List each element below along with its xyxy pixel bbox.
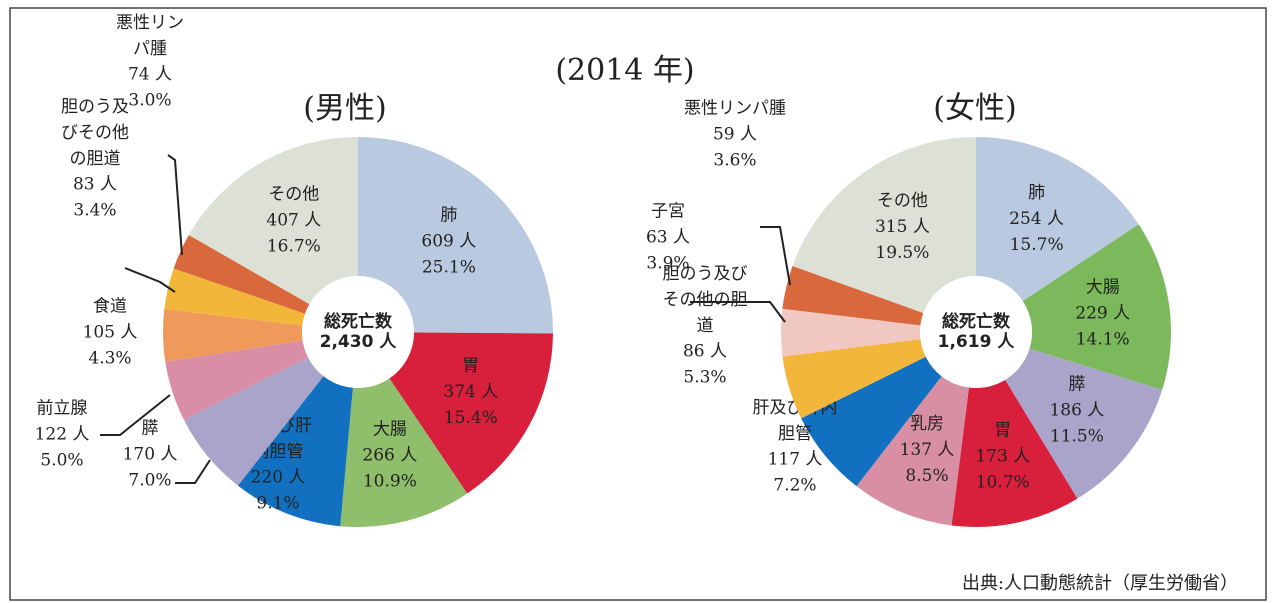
slice-label: 悪性リンパ腫 [684, 99, 786, 119]
count-label: 266 人 [362, 445, 417, 465]
slice [389, 332, 553, 494]
donut-hole [920, 276, 1032, 388]
count-label: 254 人 [1009, 209, 1064, 229]
value-label: 16.7% [267, 237, 321, 257]
center-label: 総死亡数 [324, 311, 393, 332]
slice [188, 137, 358, 305]
slice [801, 356, 942, 487]
count-label: 315 人 [875, 217, 930, 237]
slice [237, 376, 353, 527]
value-label: 11.5% [1050, 426, 1104, 446]
donut-hole [302, 276, 414, 388]
slice-label: 大腸 [1086, 277, 1120, 297]
slice [792, 137, 976, 314]
count-label: 170 人 [123, 445, 178, 465]
slice [163, 309, 303, 362]
slice [976, 137, 1139, 302]
leader-line [100, 394, 171, 436]
slice-label: 膵 [142, 419, 159, 439]
count-label: 86 人 [683, 342, 727, 362]
count-label: 105 人 [83, 323, 138, 343]
value-label: 3.9% [646, 254, 689, 274]
total-label: 1,619 人 [938, 332, 1016, 352]
value-label: 7.2% [773, 476, 816, 496]
value-label: 15.4% [444, 408, 498, 428]
source: 出典:人口動態統計（厚生労働省） [962, 573, 1238, 594]
chart-title: (女性) [933, 91, 1016, 126]
value-label: 19.5% [875, 243, 929, 263]
leader-line [175, 459, 211, 484]
count-label: 59 人 [713, 125, 757, 145]
total-label: 2,430 人 [320, 332, 398, 352]
count-label: 609 人 [421, 231, 476, 251]
slice-label: 前立腺 [37, 399, 88, 419]
count-label: 374 人 [443, 382, 498, 402]
count-label: 117 人 [768, 450, 823, 470]
count-label: 122 人 [35, 425, 90, 445]
count-label: 74 人 [128, 65, 172, 85]
frame [9, 7, 1267, 601]
slice [1022, 224, 1172, 390]
count-label: 137 人 [900, 440, 955, 460]
count-label: 186 人 [1049, 400, 1104, 420]
count-label: 407 人 [266, 211, 321, 231]
chart-title: (男性) [303, 91, 386, 126]
count-label: 173 人 [975, 447, 1030, 467]
slice-label: 胆のう及びその他の胆道 [61, 97, 129, 169]
slice [782, 265, 924, 326]
slice [856, 376, 969, 526]
slice [782, 339, 926, 419]
slice-label: 食道 [93, 297, 127, 317]
count-label: 220 人 [251, 468, 306, 488]
value-label: 5.0% [40, 451, 83, 471]
value-label: 15.7% [1010, 235, 1064, 255]
center-label: 総死亡数 [942, 311, 1011, 332]
slice-label: 胆のう及びその他の胆道 [663, 264, 748, 336]
value-label: 7.0% [128, 471, 171, 491]
leader-line [124, 267, 176, 293]
slice [781, 308, 921, 357]
value-label: 10.9% [363, 471, 417, 491]
slice [183, 357, 324, 486]
leader-line [690, 301, 786, 323]
value-label: 14.1% [1076, 329, 1130, 349]
slice-label: 子宮 [651, 202, 685, 222]
slice-label: 膵 [1068, 374, 1085, 394]
slice [164, 268, 306, 326]
leader-line [760, 226, 791, 286]
count-label: 83 人 [73, 175, 117, 195]
slice-label: 胃 [462, 356, 479, 376]
slice-label: 胃 [994, 421, 1011, 441]
main-title: (2014 年) [555, 53, 694, 88]
slice [358, 137, 553, 334]
slice-label: その他 [268, 185, 319, 205]
value-label: 10.7% [976, 473, 1030, 493]
value-label: 9.1% [256, 494, 299, 514]
value-label: 5.3% [683, 368, 726, 388]
slice [173, 235, 310, 314]
value-label: 3.6% [713, 151, 756, 171]
value-label: 25.1% [422, 257, 476, 277]
slice-label: 乳房 [910, 414, 944, 434]
value-label: 8.5% [905, 466, 948, 486]
leader-line [167, 154, 183, 256]
slice [1005, 348, 1163, 499]
slice-label: 肺 [1028, 183, 1045, 203]
slice [165, 340, 308, 420]
value-label: 3.0% [128, 91, 171, 111]
slice-label: 悪性リンパ腫 [116, 13, 184, 59]
value-label: 4.3% [88, 349, 131, 369]
count-label: 229 人 [1075, 303, 1130, 323]
count-label: 63 人 [646, 228, 690, 248]
value-label: 3.4% [73, 201, 116, 221]
slice [340, 378, 468, 527]
slice-label: 肺 [440, 205, 457, 225]
slice-label: 大腸 [373, 419, 407, 439]
slice [951, 379, 1078, 527]
slice-label: その他 [877, 191, 928, 211]
